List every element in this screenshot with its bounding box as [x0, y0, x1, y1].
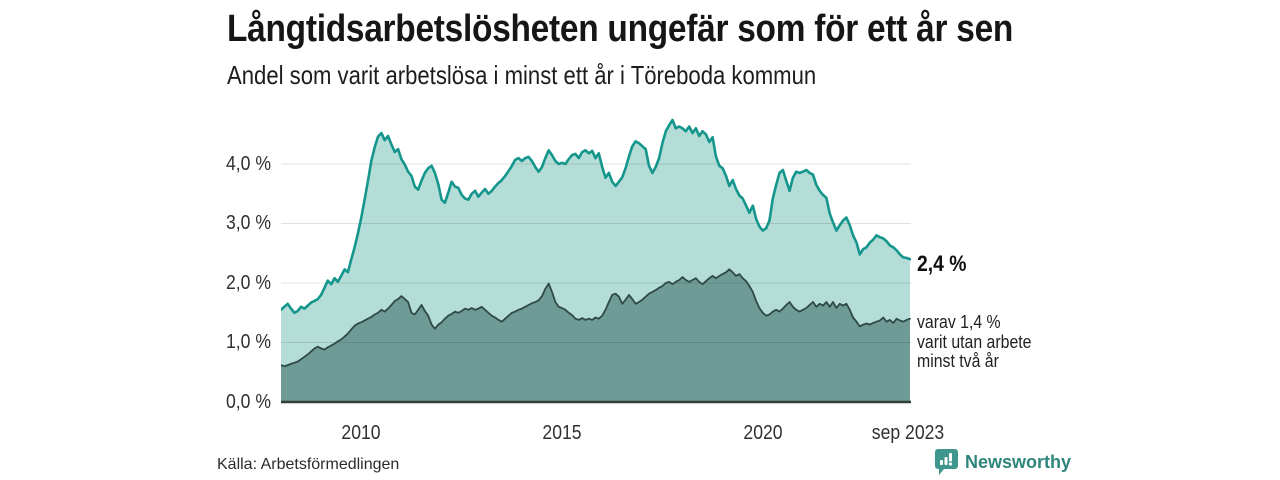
area-chart-plot	[281, 118, 911, 404]
newsworthy-logo: Newsworthy	[935, 449, 1071, 475]
y-tick-0: 0,0 %	[225, 391, 271, 413]
y-tick-1: 1,0 %	[225, 331, 271, 353]
newsworthy-wordmark: Newsworthy	[965, 451, 1072, 472]
annotation-two-year-line3: minst två år	[917, 351, 999, 371]
annotation-two-year-line2: varit utan arbete	[917, 331, 1032, 352]
x-tick-sep-2023: sep 2023	[871, 422, 945, 444]
y-tick-2: 2,0 %	[225, 272, 271, 294]
newsworthy-icon	[935, 449, 958, 475]
annotation-two-year: varav 1,4 % varit utan arbete minst två …	[917, 312, 1032, 372]
x-tick-2015: 2015	[542, 422, 582, 444]
x-tick-2020: 2020	[743, 422, 783, 444]
y-tick-3: 3,0 %	[225, 212, 271, 234]
chart-subtitle: Andel som varit arbetslösa i minst ett å…	[227, 60, 817, 90]
annotation-two-year-line1: varav 1,4 %	[917, 312, 1001, 332]
page-title: Långtidsarbetslösheten ungefär som för e…	[227, 8, 1014, 50]
x-tick-2010: 2010	[341, 422, 381, 444]
y-tick-4: 4,0 %	[225, 153, 271, 175]
annotation-latest-total: 2,4 %	[917, 251, 967, 276]
source-note: Källa: Arbetsförmedlingen	[217, 456, 400, 473]
